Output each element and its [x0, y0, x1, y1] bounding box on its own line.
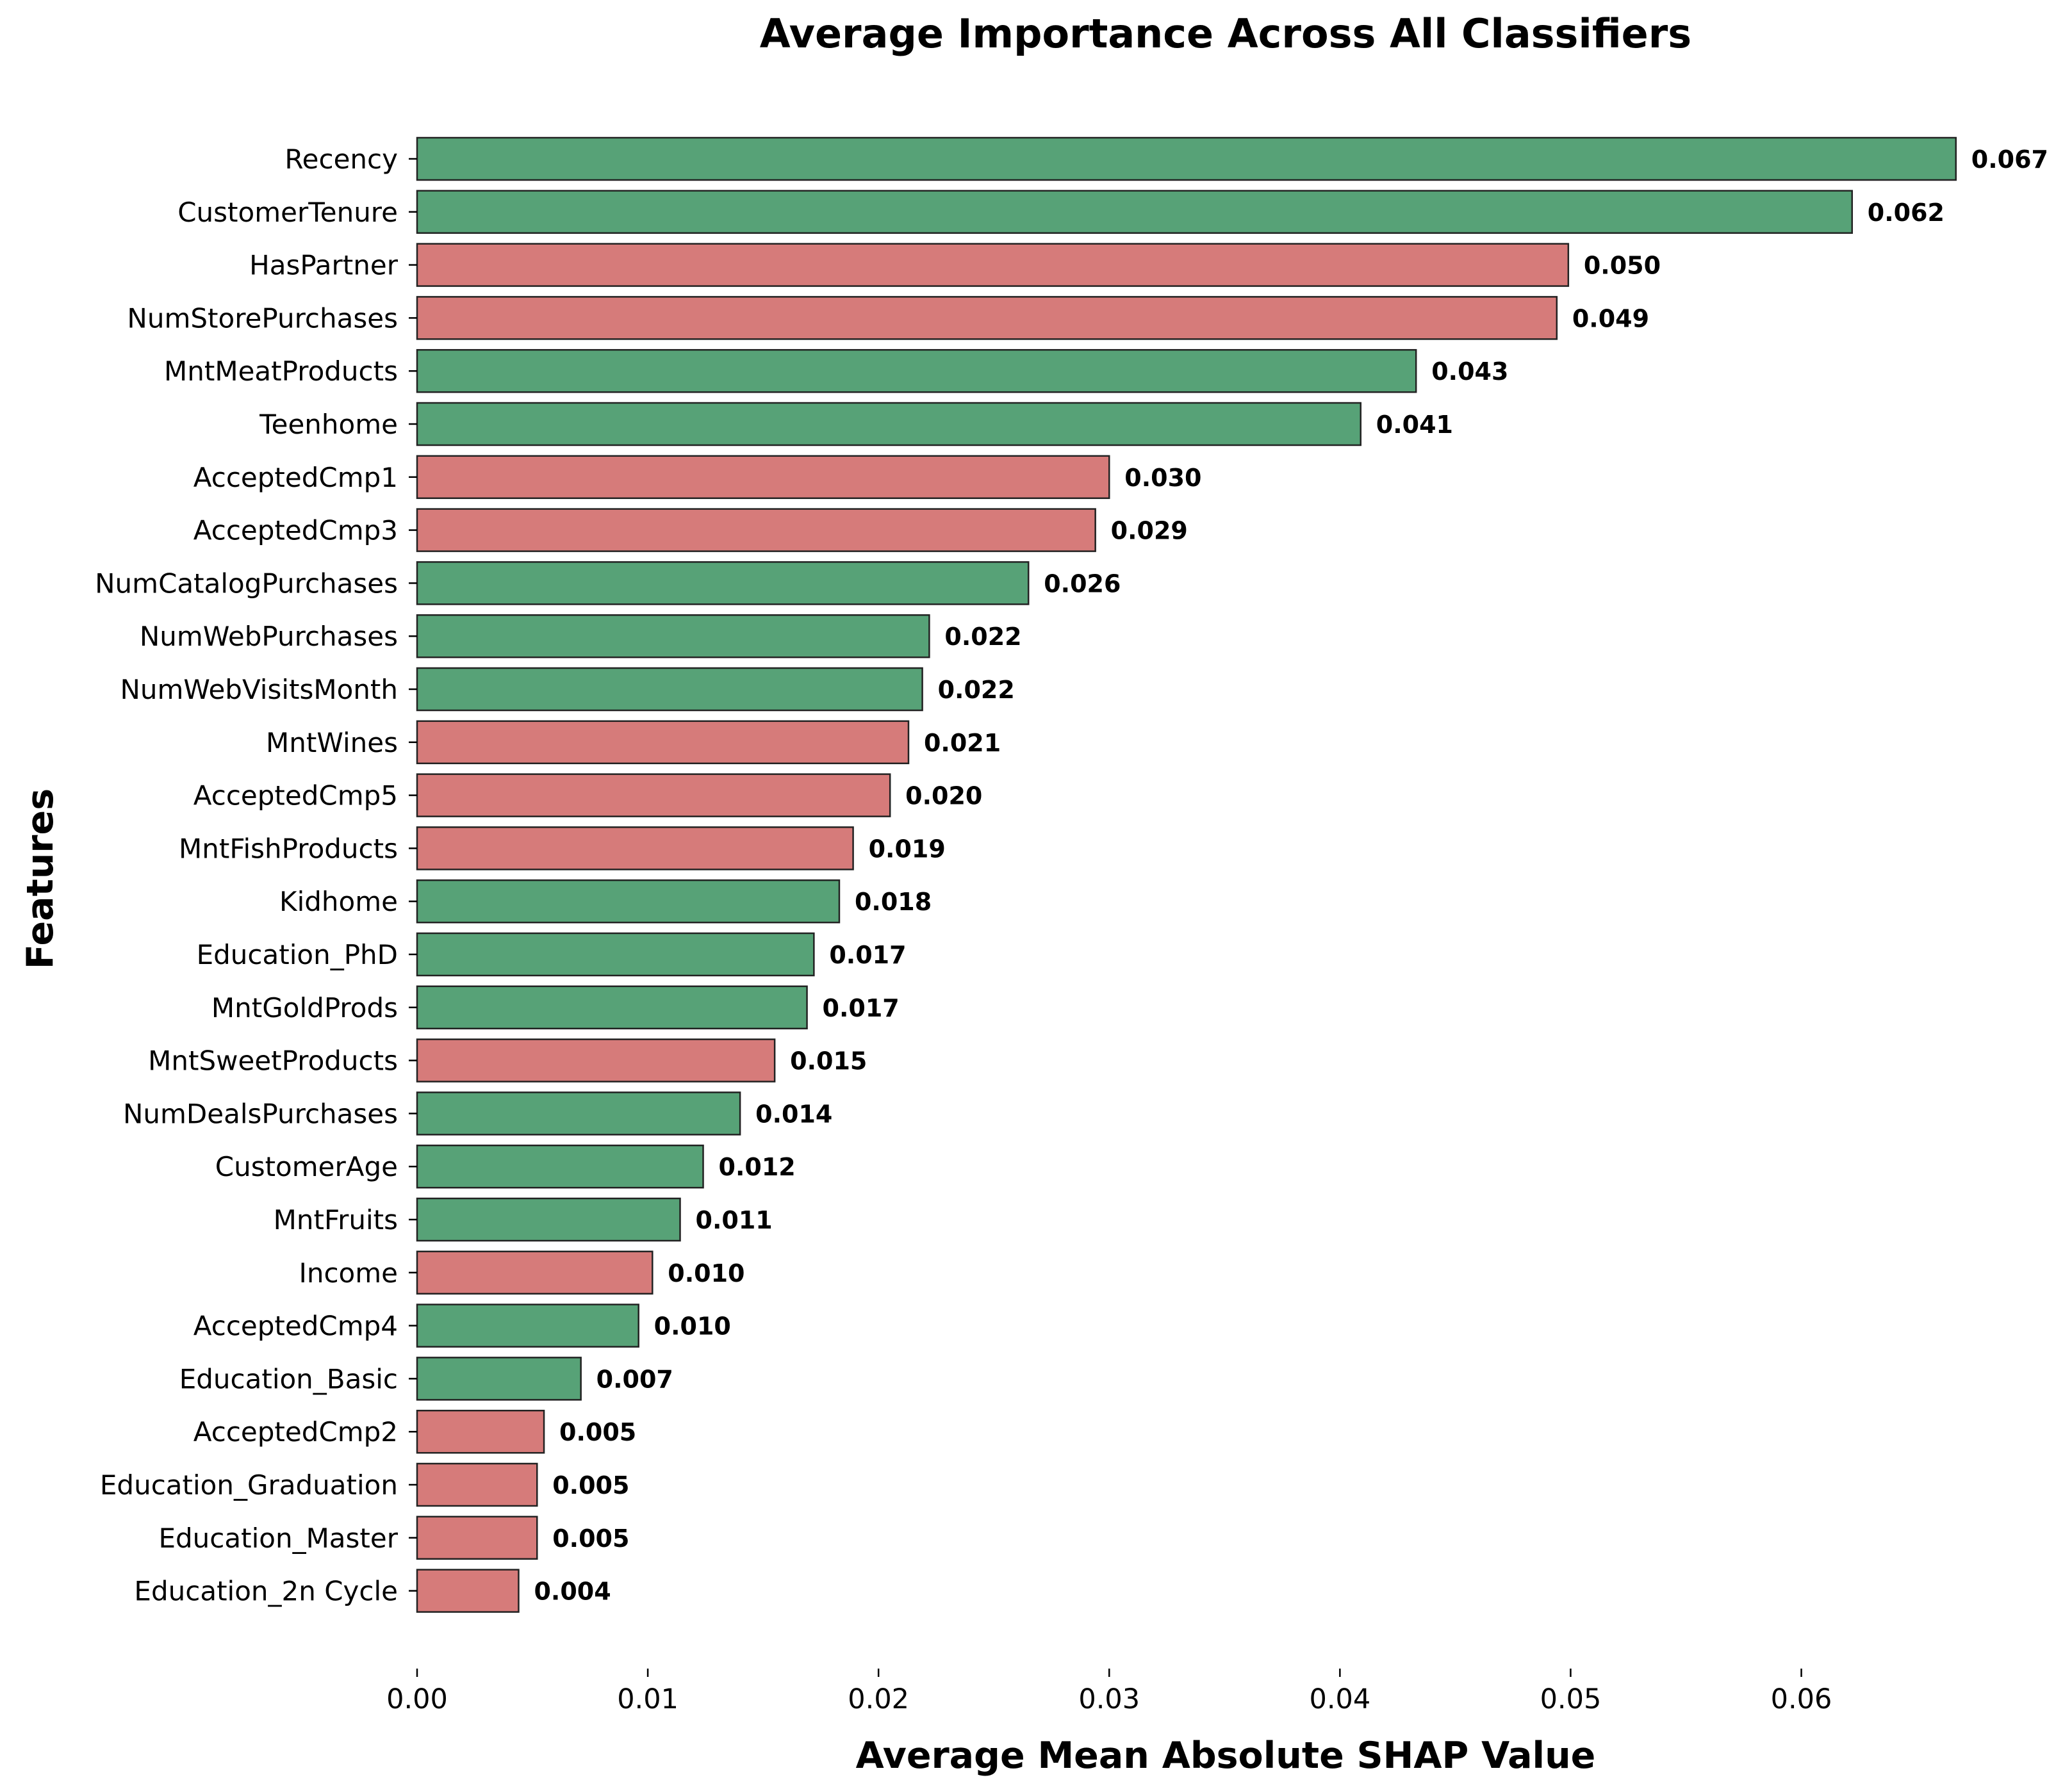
- x-tick-label: 0.06: [1771, 1683, 1832, 1715]
- bar-customerage: [416, 1144, 704, 1189]
- value-label: 0.041: [1376, 411, 1453, 439]
- bar-mntfishproducts: [416, 826, 854, 870]
- x-tick-label: 0.00: [386, 1683, 448, 1715]
- category-label: Education_Master: [158, 1523, 398, 1554]
- bar-acceptedcmp1: [416, 455, 1110, 500]
- value-label: 0.020: [905, 782, 982, 810]
- value-label: 0.015: [790, 1047, 867, 1075]
- category-label: MntMeatProducts: [164, 355, 398, 387]
- category-label: HasPartner: [249, 250, 399, 281]
- category-label: Education_2n Cycle: [134, 1576, 398, 1607]
- value-label: 0.005: [559, 1418, 636, 1446]
- bar-haspartner: [416, 243, 1570, 287]
- value-label: 0.067: [1971, 145, 2048, 174]
- bar-income: [416, 1250, 654, 1295]
- value-label: 0.017: [829, 941, 906, 969]
- category-label: CustomerTenure: [177, 197, 398, 228]
- category-label: Recency: [284, 143, 398, 175]
- bar-acceptedcmp2: [416, 1409, 545, 1454]
- bar-education-basic: [416, 1357, 582, 1401]
- value-label: 0.043: [1431, 357, 1508, 386]
- bar-numwebvisitsmonth: [416, 667, 923, 712]
- category-label: NumWebVisitsMonth: [120, 674, 398, 705]
- value-label: 0.019: [869, 835, 946, 863]
- category-label: CustomerAge: [215, 1151, 398, 1182]
- category-label: MntWines: [266, 727, 398, 758]
- value-label: 0.018: [855, 888, 932, 916]
- value-label: 0.050: [1584, 252, 1661, 280]
- category-label: NumStorePurchases: [127, 302, 398, 334]
- bar-numdealspurchases: [416, 1091, 741, 1136]
- category-label: MntGoldProds: [211, 992, 398, 1024]
- value-label: 0.026: [1044, 569, 1121, 598]
- value-label: 0.005: [552, 1524, 629, 1553]
- x-tick-label: 0.04: [1309, 1683, 1370, 1715]
- category-label: AcceptedCmp1: [193, 462, 398, 493]
- x-tick-label: 0.05: [1540, 1683, 1602, 1715]
- category-label: NumWebPurchases: [140, 621, 398, 652]
- bar-mntsweetproducts: [416, 1038, 776, 1082]
- value-label: 0.029: [1111, 517, 1188, 545]
- category-label: Education_Graduation: [100, 1469, 398, 1501]
- x-tick-label: 0.02: [848, 1683, 909, 1715]
- y-axis-label: Features: [19, 788, 62, 969]
- bar-mntwines: [416, 720, 910, 765]
- value-label: 0.021: [924, 729, 1001, 757]
- bar-education-master: [416, 1515, 538, 1560]
- bar-recency: [416, 136, 1957, 181]
- category-label: NumDealsPurchases: [123, 1098, 398, 1129]
- category-label: AcceptedCmp5: [193, 780, 398, 812]
- bar-acceptedcmp3: [416, 508, 1096, 552]
- bar-education-2n-cycle: [416, 1569, 520, 1613]
- value-label: 0.014: [755, 1100, 832, 1128]
- value-label: 0.017: [823, 994, 900, 1022]
- category-label: Education_Basic: [179, 1363, 398, 1394]
- bar-mntfruits: [416, 1197, 681, 1242]
- bar-customertenure: [416, 190, 1854, 234]
- value-label: 0.011: [696, 1206, 773, 1234]
- value-label: 0.049: [1572, 304, 1649, 332]
- category-label: MntSweetProducts: [148, 1045, 398, 1077]
- category-label: Kidhome: [279, 886, 398, 917]
- category-label: Income: [299, 1257, 398, 1289]
- value-label: 0.022: [944, 623, 1021, 651]
- plot-area: 0.00 0.01 0.02 0.03 0.04 0.05 0.06 Recency 0.067…: [95, 136, 2048, 1715]
- category-label: AcceptedCmp2: [193, 1416, 398, 1448]
- category-label: MntFishProducts: [179, 833, 398, 864]
- x-tick-label: 0.01: [617, 1683, 678, 1715]
- category-label: Education_PhD: [197, 939, 398, 970]
- bar-numstorepurchases: [416, 296, 1558, 340]
- value-label: 0.005: [552, 1471, 629, 1499]
- value-label: 0.030: [1124, 464, 1201, 492]
- bar-mntmeatproducts: [416, 348, 1417, 393]
- value-label: 0.004: [534, 1578, 611, 1606]
- x-axis-label: Average Mean Absolute SHAP Value: [856, 1735, 1596, 1777]
- bar-kidhome: [416, 879, 841, 924]
- value-label: 0.010: [668, 1259, 744, 1287]
- x-tick-label: 0.03: [1078, 1683, 1140, 1715]
- bar-education-graduation: [416, 1462, 538, 1507]
- bar-education-phd: [416, 932, 815, 977]
- category-label: Teenhome: [259, 409, 398, 440]
- category-label: AcceptedCmp3: [193, 515, 398, 546]
- chart-title: Average Importance Across All Classifier…: [760, 10, 1691, 57]
- value-label: 0.062: [1868, 199, 1945, 227]
- bar-acceptedcmp4: [416, 1303, 639, 1348]
- bar-numcatalogpurchases: [416, 561, 1030, 605]
- bar-teenhome: [416, 402, 1362, 446]
- category-label: MntFruits: [274, 1204, 398, 1236]
- value-label: 0.012: [719, 1153, 796, 1181]
- category-label: AcceptedCmp4: [193, 1311, 398, 1342]
- value-label: 0.007: [596, 1365, 673, 1393]
- value-label: 0.022: [938, 676, 1015, 704]
- value-label: 0.010: [654, 1312, 731, 1341]
- bar-numwebpurchases: [416, 614, 930, 658]
- bar-acceptedcmp5: [416, 773, 891, 817]
- bar-mntgoldprods: [416, 985, 808, 1030]
- category-label: NumCatalogPurchases: [95, 568, 398, 599]
